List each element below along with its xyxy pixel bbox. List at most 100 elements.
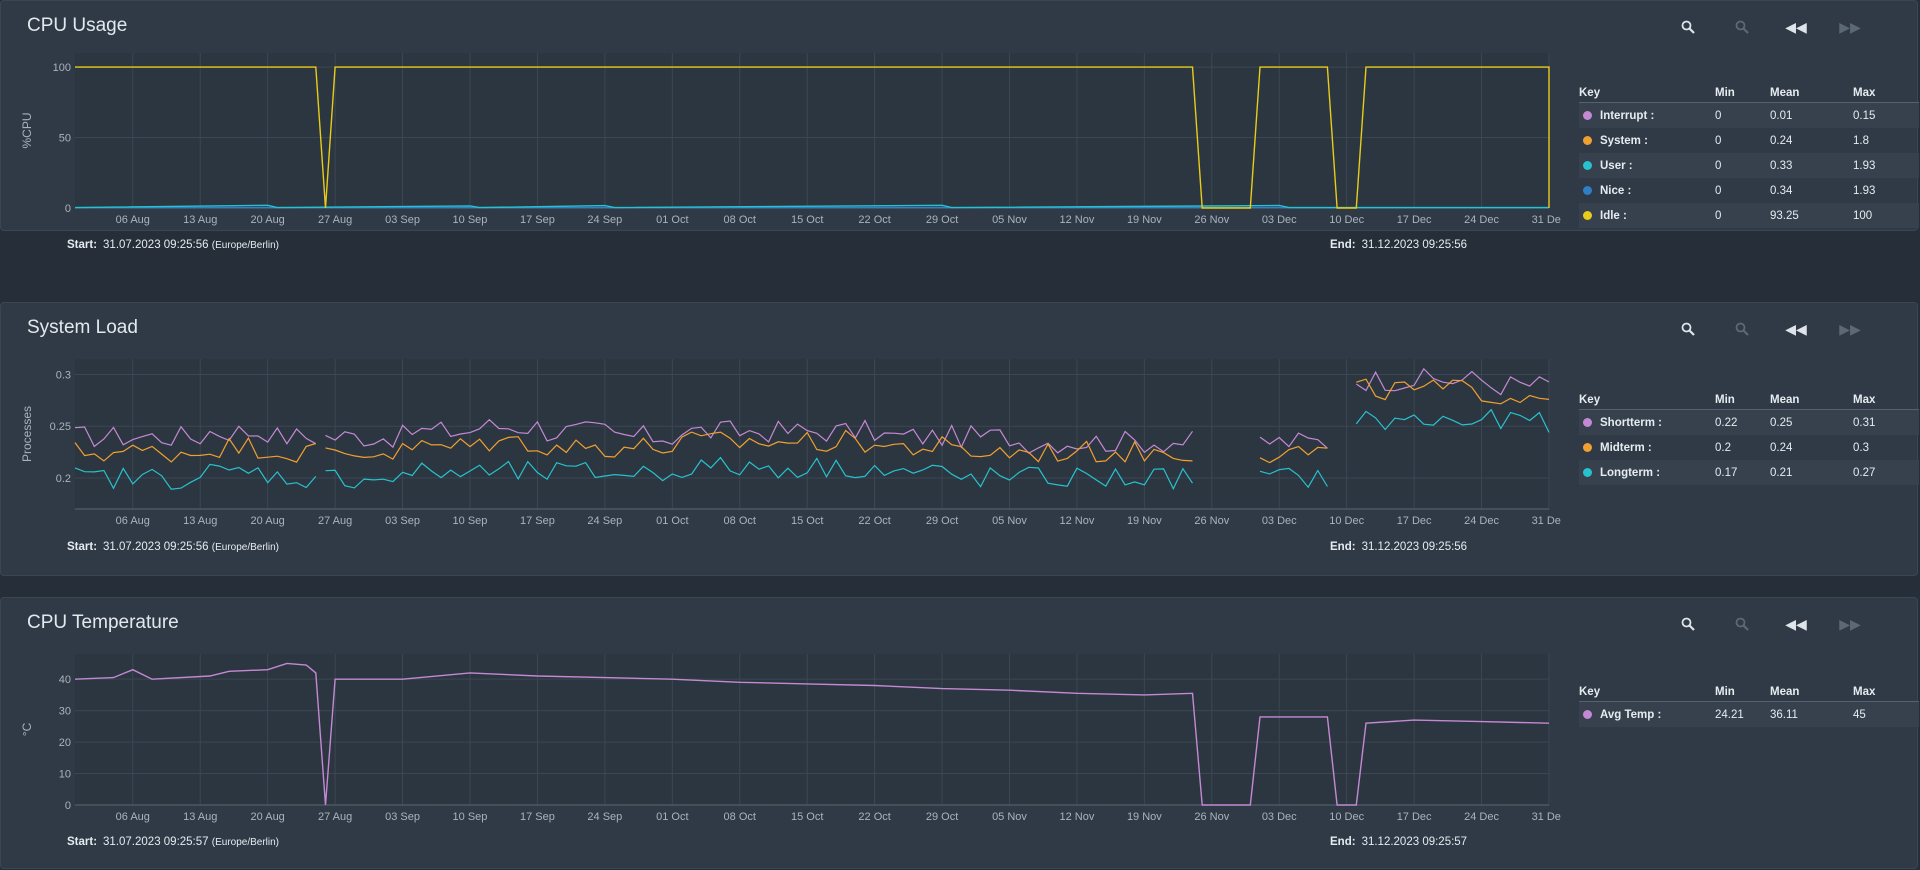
x-tick-label: 22 Oct (858, 214, 890, 226)
series-line[interactable] (1355, 408, 1550, 433)
series-line[interactable] (325, 429, 1193, 463)
series-line[interactable] (1356, 378, 1550, 405)
series-line[interactable] (325, 456, 1194, 491)
end-range: End: 31.12.2023 09:25:57 (1330, 836, 1467, 848)
legend-row[interactable]: System : 0 0.24 1.8 (1579, 128, 1919, 153)
y-tick-label: 0.2 (56, 473, 71, 485)
x-tick-label: 17 Dec (1397, 811, 1432, 823)
x-tick-label: 03 Dec (1262, 811, 1297, 823)
legend-max: 1.93 (1853, 153, 1919, 178)
series-line[interactable] (1259, 445, 1328, 464)
series-line[interactable] (74, 425, 317, 448)
pan-back-icon[interactable]: ◀◀ (1785, 18, 1807, 35)
plot-area[interactable] (75, 359, 1549, 509)
legend-key[interactable]: Avg Temp : (1579, 701, 1715, 727)
end-label: End: (1330, 239, 1356, 251)
legend-min: 0.22 (1715, 409, 1770, 435)
x-tick-label: 29 Oct (926, 214, 958, 226)
legend-key[interactable]: System : (1579, 128, 1715, 153)
x-tick-label: 06 Aug (116, 811, 150, 823)
legend-key[interactable]: Longterm : (1579, 460, 1715, 485)
legend-row[interactable]: Midterm : 0.2 0.24 0.3 (1579, 435, 1919, 460)
zoom-in-icon[interactable] (1661, 317, 1715, 341)
start-range: Start: 31.07.2023 09:25:56 (Europe/Berlin… (67, 239, 279, 251)
start-value: 31.07.2023 09:25:56 (103, 239, 209, 251)
legend-row[interactable]: User : 0 0.33 1.93 (1579, 153, 1919, 178)
x-tick-label: 29 Oct (926, 811, 958, 823)
legend-header-min: Min (1715, 391, 1770, 410)
legend-key[interactable]: Interrupt : (1579, 102, 1715, 128)
series-line[interactable] (74, 463, 317, 490)
x-tick-label: 22 Oct (858, 515, 890, 527)
legend-mean: 0.34 (1770, 184, 1793, 197)
y-axis-label: °C (20, 722, 34, 736)
series-line[interactable] (74, 662, 1550, 806)
pan-forward-icon[interactable]: ▶▶ (1839, 320, 1861, 337)
pan-back-icon[interactable]: ◀◀ (1785, 615, 1807, 632)
end-value: 31.12.2023 09:25:56 (1361, 239, 1468, 251)
legend-row[interactable]: Avg Temp : 24.21 36.11 45 (1579, 701, 1919, 727)
legend-mean: 0.33 (1770, 153, 1853, 178)
legend-key-label: Avg Temp : (1600, 708, 1662, 721)
y-tick-label: 0.25 (50, 421, 71, 433)
legend-mean: 0.01 (1770, 102, 1853, 128)
x-tick-label: 10 Dec (1329, 515, 1364, 527)
legend-key-label: Idle : (1600, 209, 1627, 222)
legend-mean: 93.25 (1770, 203, 1853, 228)
zoom-out-icon[interactable] (1715, 317, 1769, 341)
legend-header-mean: Mean (1770, 391, 1853, 410)
start-value: 31.07.2023 09:25:57 (103, 836, 209, 848)
legend-row[interactable]: Shortterm : 0.22 0.25 0.31 (1579, 409, 1919, 435)
zoom-in-icon[interactable] (1661, 15, 1715, 39)
x-tick-label: 08 Oct (724, 214, 756, 226)
series-line[interactable] (75, 66, 1550, 209)
legend-min: 0 (1715, 102, 1770, 128)
legend-row[interactable]: Interrupt : 0 0.01 0.15 (1579, 102, 1919, 128)
series-color-dot (1583, 709, 1592, 719)
series-line[interactable] (74, 436, 316, 463)
legend-table: Key Min Mean Max Avg Temp : 24.21 36.11 45 (1579, 683, 1919, 727)
legend-key[interactable]: User : (1579, 153, 1715, 178)
pan-back-icon[interactable]: ◀◀ (1785, 320, 1807, 337)
panel-title: System Load (27, 317, 138, 338)
legend-key-label: Shortterm : (1600, 416, 1662, 429)
x-tick-label: 20 Aug (251, 515, 285, 527)
zoom-out-icon[interactable] (1715, 612, 1769, 636)
series-color-dot (1583, 417, 1592, 427)
pan-forward-icon[interactable]: ▶▶ (1839, 18, 1861, 35)
x-tick-label: 26 Nov (1194, 214, 1229, 226)
legend-mean: 36.11 (1770, 701, 1853, 727)
x-tick-label: 19 Nov (1127, 515, 1162, 527)
legend-key[interactable]: Midterm : (1579, 435, 1715, 460)
end-range: End: 31.12.2023 09:25:56 (1330, 541, 1467, 553)
x-tick-label: 31 Dec (1532, 214, 1561, 226)
zoom-out-icon[interactable] (1715, 15, 1769, 39)
x-tick-label: 20 Aug (251, 811, 285, 823)
plot-area[interactable] (75, 654, 1549, 805)
zoom-in-icon[interactable] (1661, 612, 1715, 636)
series-line[interactable] (1259, 467, 1328, 489)
x-tick-label: 17 Dec (1397, 214, 1432, 226)
series-line[interactable] (1355, 367, 1550, 396)
x-tick-label: 01 Oct (656, 515, 688, 527)
legend-max: 100 (1853, 203, 1919, 228)
chart-toolbar: ◀◀ ▶▶ (1661, 612, 1877, 636)
legend-row[interactable]: Longterm : 0.17 0.21 0.27 (1579, 460, 1919, 485)
legend-row[interactable]: Idle : 0 93.25 100 (1579, 203, 1919, 228)
legend-row[interactable]: Nice : 0 0.34 1.93 (1579, 178, 1919, 203)
legend-key[interactable]: Idle : (1579, 203, 1715, 228)
x-tick-label: 19 Nov (1127, 214, 1162, 226)
series-line[interactable] (74, 204, 1549, 209)
series-line[interactable] (1259, 432, 1328, 449)
y-axis-label: %CPU (20, 112, 34, 148)
x-tick-label: 27 Aug (318, 811, 352, 823)
x-tick-label: 01 Oct (656, 214, 688, 226)
legend-key[interactable]: Nice : (1579, 178, 1715, 203)
x-tick-label: 12 Nov (1060, 811, 1095, 823)
pan-forward-icon[interactable]: ▶▶ (1839, 615, 1861, 632)
x-tick-label: 06 Aug (116, 214, 150, 226)
legend-key[interactable]: Shortterm : (1579, 409, 1715, 435)
panel-title: CPU Temperature (27, 612, 179, 633)
legend-header-row: Key Min Mean Max (1579, 84, 1919, 103)
series-color-dot (1583, 185, 1592, 195)
